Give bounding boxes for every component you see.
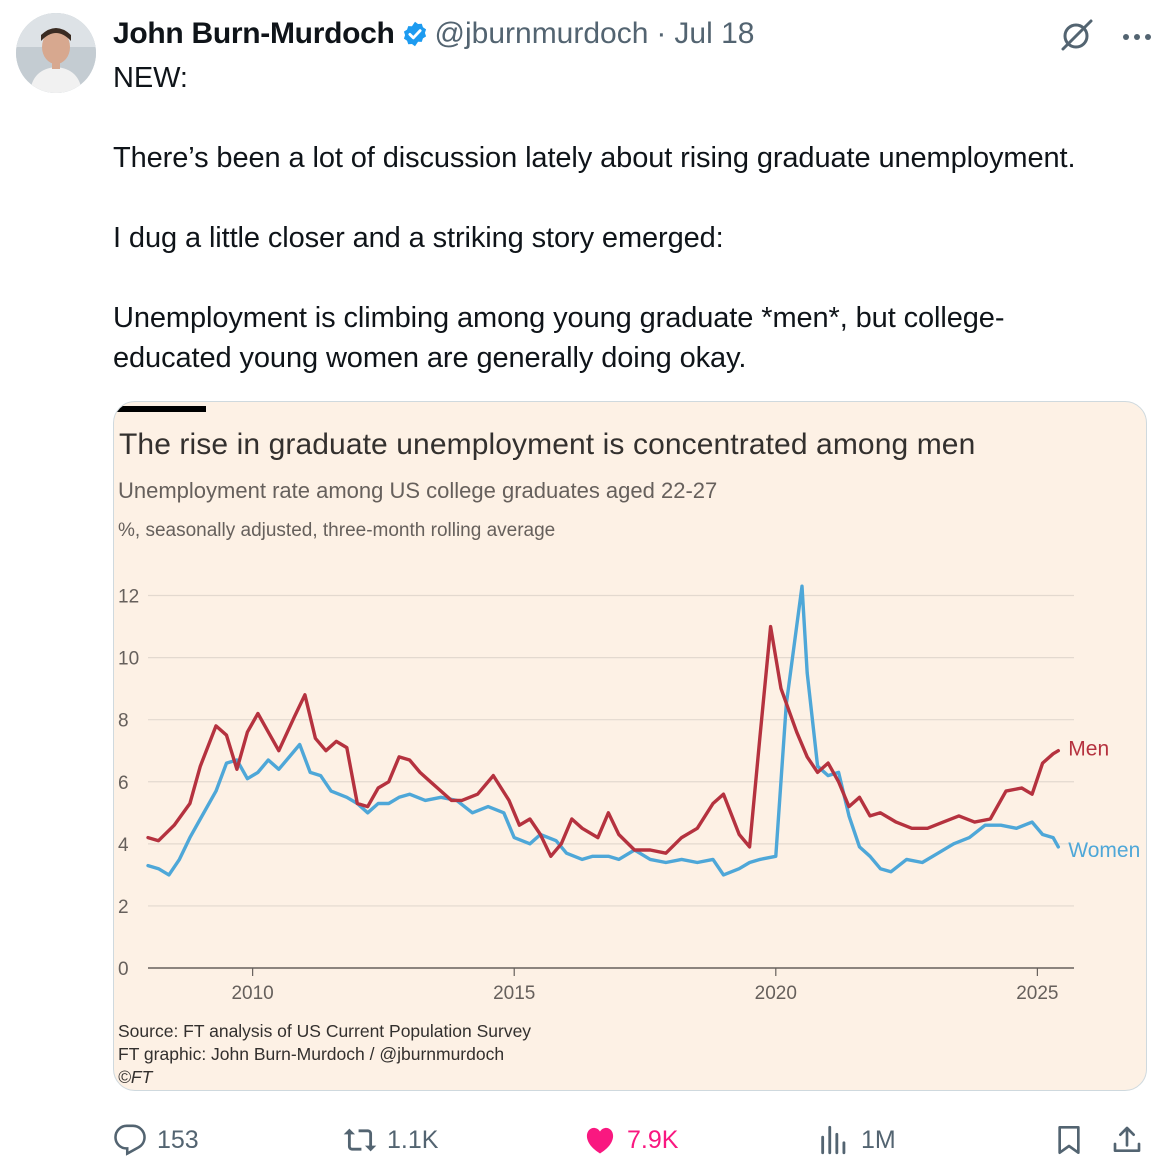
reply-count: 153 bbox=[157, 1125, 199, 1154]
author-handle[interactable]: @jburnmurdoch bbox=[434, 17, 649, 50]
grok-icon[interactable] bbox=[1060, 18, 1094, 57]
tweet-text: NEW: There’s been a lot of discussion la… bbox=[113, 62, 1076, 374]
chart-unit-note: %, seasonally adjusted, three-month roll… bbox=[118, 520, 556, 541]
avatar[interactable] bbox=[16, 13, 96, 93]
tweet-header: John Burn-Murdoch @jburnmurdoch · Jul 18 bbox=[113, 14, 754, 54]
line-chart: 0 2 4 6 8 10 12 2010 2015 2020 2025 Women Men bbox=[118, 584, 1140, 1004]
author-name[interactable]: John Burn-Murdoch bbox=[113, 17, 395, 50]
like-count: 7.9K bbox=[627, 1125, 679, 1154]
repost-icon bbox=[343, 1128, 377, 1152]
like-button[interactable]: 7.9K bbox=[583, 1118, 678, 1162]
verified-badge-icon bbox=[401, 20, 429, 48]
header-actions bbox=[1060, 18, 1152, 57]
y-tick-label: 8 bbox=[118, 711, 129, 732]
reply-icon bbox=[114, 1124, 146, 1156]
footnote-source: Source: FT analysis of US Current Popula… bbox=[118, 1021, 532, 1041]
y-tick-label: 12 bbox=[118, 587, 139, 608]
y-tick-label: 10 bbox=[118, 649, 139, 670]
share-icon bbox=[1113, 1126, 1141, 1152]
view-count: 1M bbox=[861, 1125, 896, 1154]
bookmark-button[interactable] bbox=[1053, 1118, 1085, 1162]
footnote-copyright: ©FT bbox=[118, 1067, 153, 1087]
bookmark-icon bbox=[1058, 1126, 1080, 1154]
heart-icon bbox=[586, 1127, 614, 1154]
repost-button[interactable]: 1.1K bbox=[343, 1118, 438, 1162]
series-label-men: Men bbox=[1068, 738, 1109, 761]
x-tick-label: 2020 bbox=[755, 983, 797, 1004]
reply-button[interactable]: 153 bbox=[113, 1118, 199, 1162]
views-button[interactable]: 1M bbox=[817, 1118, 896, 1162]
more-options-icon[interactable] bbox=[1122, 29, 1152, 47]
y-tick-label: 6 bbox=[118, 773, 129, 794]
series-line-men bbox=[146, 624, 1060, 858]
y-tick-label: 4 bbox=[118, 835, 129, 856]
ft-brand-bar bbox=[114, 406, 206, 412]
avatar-photo bbox=[16, 13, 96, 93]
tweet-actions: 153 1.1K 7.9K 1M bbox=[113, 1118, 1153, 1162]
footnote-graphic: FT graphic: John Burn-Murdoch / @jburnmu… bbox=[118, 1044, 505, 1064]
x-tick-label: 2025 bbox=[1016, 983, 1058, 1004]
x-tick-label: 2010 bbox=[231, 983, 273, 1004]
share-button[interactable] bbox=[1111, 1118, 1143, 1162]
tweet-date[interactable]: Jul 18 bbox=[674, 17, 755, 50]
chart-card[interactable]: The rise in graduate unemployment is con… bbox=[113, 401, 1147, 1091]
repost-count: 1.1K bbox=[387, 1125, 439, 1154]
series-line-women bbox=[146, 584, 1060, 877]
separator-dot: · bbox=[656, 17, 667, 50]
y-tick-label: 0 bbox=[118, 959, 129, 980]
x-tick-label: 2015 bbox=[493, 983, 535, 1004]
chart-title: The rise in graduate unemployment is con… bbox=[119, 428, 976, 461]
chart-subtitle: Unemployment rate among US college gradu… bbox=[118, 478, 718, 503]
y-tick-label: 2 bbox=[118, 897, 129, 918]
chart-footnote: Source: FT analysis of US Current Popula… bbox=[118, 1020, 531, 1089]
views-icon bbox=[821, 1125, 846, 1155]
series-label-women: Women bbox=[1068, 839, 1140, 862]
